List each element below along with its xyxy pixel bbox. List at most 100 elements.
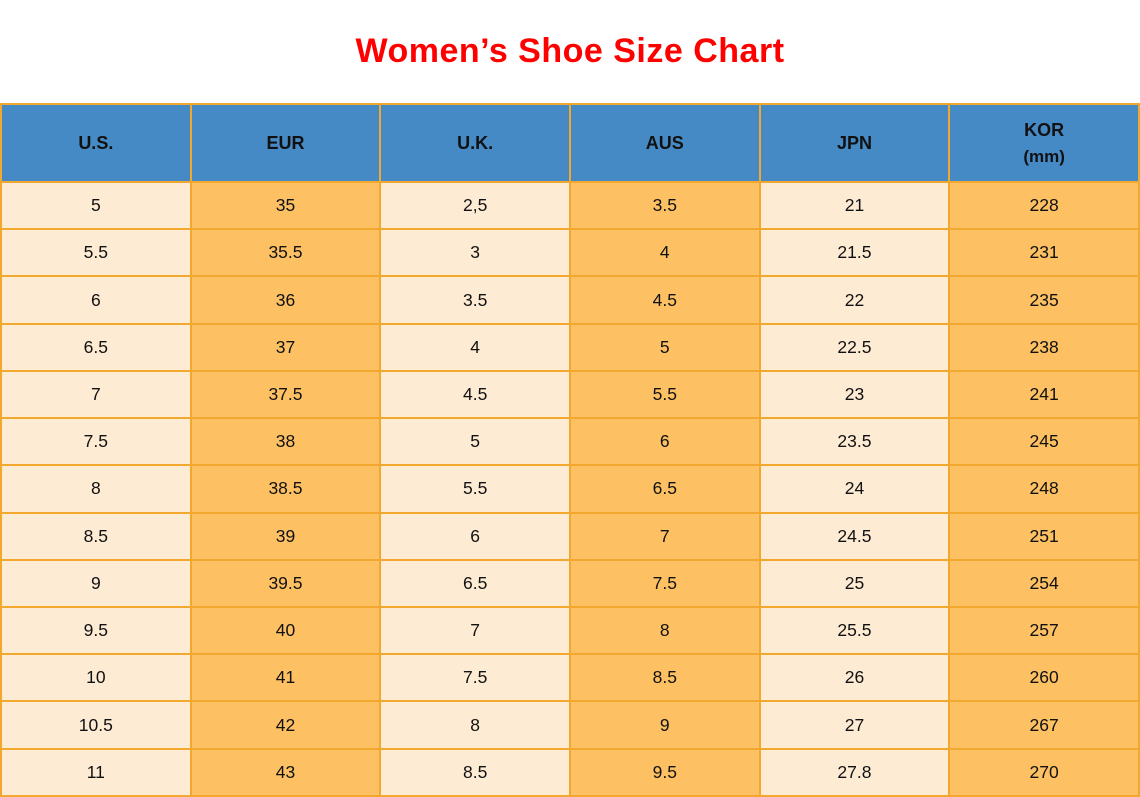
table-cell-us: 11 — [0, 747, 192, 797]
table-cell-kor: 248 — [948, 464, 1140, 514]
table-cell-jpn: 22.5 — [758, 322, 951, 372]
table-cell-kor: 238 — [948, 322, 1140, 372]
table-cell-aus: 7 — [568, 511, 761, 561]
table-cell-aus: 8.5 — [568, 653, 761, 703]
table-cell-kor: 228 — [948, 180, 1140, 231]
table-cell-kor: 251 — [948, 511, 1140, 561]
table-cell-aus: 4 — [568, 228, 761, 278]
table-cell-uk: 5.5 — [379, 464, 571, 514]
table-cell-eur: 39.5 — [189, 558, 382, 608]
table-cell-uk: 8.5 — [379, 747, 571, 797]
table-cell-jpn: 26 — [758, 653, 951, 703]
table-cell-eur: 38 — [189, 417, 382, 467]
table-cell-jpn: 27.8 — [758, 747, 951, 797]
table-row: 5 35 2,5 3.5 21 228 — [0, 180, 1140, 231]
table-cell-jpn: 27 — [758, 700, 951, 750]
table-cell-aus: 5 — [568, 322, 761, 372]
table-cell-eur: 36 — [189, 275, 382, 325]
table-row: 8 38.5 5.5 6.5 24 248 — [0, 464, 1140, 514]
table-cell-uk: 7.5 — [379, 653, 571, 703]
column-header-aus: AUS — [568, 103, 761, 183]
table-cell-kor: 254 — [948, 558, 1140, 608]
table-cell-eur: 42 — [189, 700, 382, 750]
column-label: EUR — [266, 132, 305, 153]
table-cell-kor: 267 — [948, 700, 1140, 750]
table-row: 7 37.5 4.5 5.5 23 241 — [0, 369, 1140, 420]
table-cell-eur: 35.5 — [189, 228, 382, 278]
column-label: KOR — [1024, 119, 1065, 140]
table-cell-eur: 38.5 — [189, 464, 382, 514]
table-cell-kor: 241 — [948, 369, 1140, 420]
table-cell-uk: 2,5 — [379, 180, 571, 231]
column-label: U.K. — [457, 132, 494, 153]
table-cell-aus: 5.5 — [568, 369, 761, 420]
table-row: 11 43 8.5 9.5 27.8 270 — [0, 747, 1140, 797]
table-cell-kor: 235 — [948, 275, 1140, 325]
column-label: U.S. — [78, 132, 114, 153]
table-row: 7.5 38 5 6 23.5 245 — [0, 417, 1140, 467]
table-cell-eur: 37.5 — [189, 369, 382, 420]
table-cell-uk: 7 — [379, 605, 571, 656]
column-header-us: U.S. — [0, 103, 192, 183]
table-row: 8.5 39 6 7 24.5 251 — [0, 511, 1140, 561]
column-header-uk: U.K. — [379, 103, 571, 183]
table-cell-aus: 9 — [568, 700, 761, 750]
table-cell-us: 7 — [0, 369, 192, 420]
table-cell-jpn: 25.5 — [758, 605, 951, 656]
table-cell-uk: 8 — [379, 700, 571, 750]
table-cell-aus: 6.5 — [568, 464, 761, 514]
table-cell-uk: 3 — [379, 228, 571, 278]
table-cell-kor: 260 — [948, 653, 1140, 703]
header-row: U.S. EUR U.K. AUS JPN KOR (mm) — [0, 103, 1140, 183]
table-cell-us: 10.5 — [0, 700, 192, 750]
table-cell-us: 5.5 — [0, 228, 192, 278]
column-label: AUS — [645, 132, 684, 153]
table-cell-us: 10 — [0, 653, 192, 703]
table-cell-uk: 3.5 — [379, 275, 571, 325]
table-cell-aus: 9.5 — [568, 747, 761, 797]
table-cell-uk: 6 — [379, 511, 571, 561]
column-header-kor: KOR (mm) — [948, 103, 1140, 183]
table-cell-us: 8 — [0, 464, 192, 514]
size-chart-table: U.S. EUR U.K. AUS JPN KOR (mm) 5 35 2,5 3.5 21 228 5… — [0, 103, 1140, 797]
table-cell-aus: 7.5 — [568, 558, 761, 608]
table-cell-uk: 5 — [379, 417, 571, 467]
column-label: JPN — [836, 132, 872, 153]
table-body: 5 35 2,5 3.5 21 228 5.5 35.5 3 4 21.5 231 6 36 3.5 4.5 2… — [0, 180, 1140, 797]
table-cell-eur: 41 — [189, 653, 382, 703]
table-cell-kor: 245 — [948, 417, 1140, 467]
table-header: U.S. EUR U.K. AUS JPN KOR (mm) — [0, 103, 1140, 183]
table-cell-jpn: 21 — [758, 180, 951, 231]
table-cell-aus: 8 — [568, 605, 761, 656]
table-cell-kor: 270 — [948, 747, 1140, 797]
table-cell-us: 9 — [0, 558, 192, 608]
table-cell-eur: 39 — [189, 511, 382, 561]
table-cell-us: 9.5 — [0, 605, 192, 656]
table-cell-us: 6.5 — [0, 322, 192, 372]
table-cell-us: 7.5 — [0, 417, 192, 467]
table-cell-aus: 6 — [568, 417, 761, 467]
table-cell-kor: 231 — [948, 228, 1140, 278]
table-cell-jpn: 24 — [758, 464, 951, 514]
page-title: Women’s Shoe Size Chart — [355, 32, 785, 70]
table-cell-uk: 6.5 — [379, 558, 571, 608]
table-cell-jpn: 23 — [758, 369, 951, 420]
column-sublabel: (mm) — [1023, 146, 1065, 166]
table-cell-us: 8.5 — [0, 511, 192, 561]
column-header-jpn: JPN — [758, 103, 951, 183]
table-cell-uk: 4 — [379, 322, 571, 372]
table-cell-jpn: 21.5 — [758, 228, 951, 278]
table-cell-eur: 35 — [189, 180, 382, 231]
table-cell-aus: 4.5 — [568, 275, 761, 325]
table-cell-eur: 43 — [189, 747, 382, 797]
table-row: 10.5 42 8 9 27 267 — [0, 700, 1140, 750]
table-row: 5.5 35.5 3 4 21.5 231 — [0, 228, 1140, 278]
table-row: 9.5 40 7 8 25.5 257 — [0, 605, 1140, 656]
table-cell-us: 6 — [0, 275, 192, 325]
table-cell-jpn: 25 — [758, 558, 951, 608]
table-cell-kor: 257 — [948, 605, 1140, 656]
table-cell-jpn: 24.5 — [758, 511, 951, 561]
table-cell-eur: 37 — [189, 322, 382, 372]
table-cell-jpn: 23.5 — [758, 417, 951, 467]
table-cell-eur: 40 — [189, 605, 382, 656]
